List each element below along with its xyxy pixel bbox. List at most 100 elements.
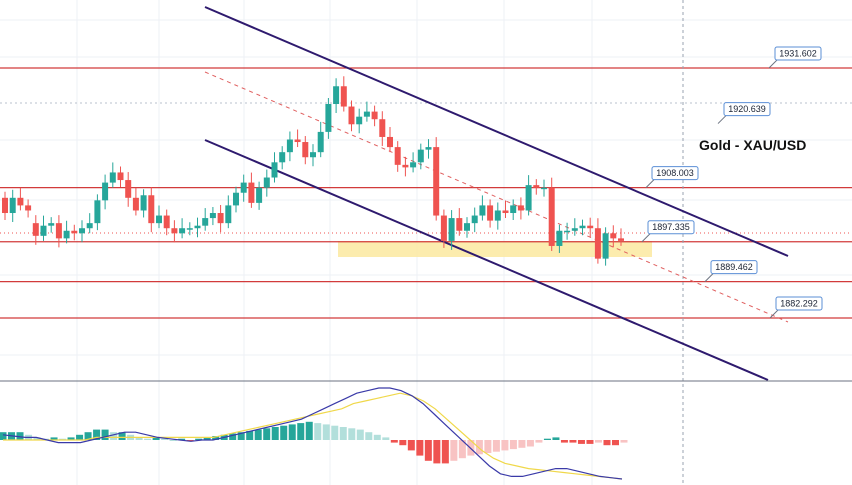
macd-histogram-bar-29	[246, 430, 254, 440]
candle-body-61	[471, 215, 478, 224]
candle-body-21	[163, 215, 170, 229]
macd-histogram-bar-31	[263, 428, 271, 440]
candle-body-60	[464, 223, 470, 231]
level-label-pointer-1931.602	[768, 59, 778, 69]
candle-body-76	[587, 225, 594, 229]
channel-lower-line[interactable]	[204, 139, 769, 381]
macd-histogram-bar-7	[59, 438, 67, 440]
candle-body-31	[240, 182, 247, 193]
candle-body-79	[610, 233, 617, 239]
level-label-pointer-1920.639	[717, 115, 727, 124]
candle-body-58	[448, 218, 455, 241]
macd-histogram-bar-68	[577, 440, 585, 444]
macd-histogram-bar-61	[518, 440, 526, 448]
candle-body-2	[17, 197, 24, 206]
macd-line	[2, 387, 623, 480]
macd-histogram-bar-70	[594, 440, 602, 443]
macd-histogram-bar-73	[620, 440, 628, 443]
candle-body-19	[148, 195, 155, 224]
candle-body-50	[387, 136, 393, 148]
macd-histogram-bar-16	[135, 437, 143, 440]
candle-body-44	[340, 86, 347, 107]
macd-histogram-bar-39	[331, 425, 339, 440]
channel-midline[interactable]	[204, 71, 789, 323]
macd-histogram-bar-2	[16, 432, 24, 440]
macd-histogram-bar-24	[203, 437, 211, 440]
level-labels: 1931.602 1920.639 1908.003 1897.335 1889.462…	[641, 46, 823, 319]
candle-body-11	[86, 223, 93, 229]
candle-body-62	[479, 205, 486, 216]
macd-histogram-bar-25	[212, 436, 220, 440]
macd-histogram-bar-60	[509, 440, 517, 450]
candle-body-28	[217, 213, 224, 224]
candle-body-36	[279, 152, 286, 163]
support-zone	[338, 241, 652, 257]
macd-histogram-bar-14	[118, 432, 126, 440]
candle-body-47	[363, 111, 370, 117]
candle-body-6	[48, 223, 55, 226]
candle-body-55	[425, 147, 432, 150]
candle-body-12	[94, 200, 101, 224]
macd-histogram-bar-66	[560, 440, 568, 443]
macd-histogram-bar-32	[271, 427, 279, 440]
macd-histogram-bar-56	[475, 440, 483, 455]
macd-histogram-bar-23	[195, 438, 203, 440]
macd-histogram-bar-42	[356, 429, 364, 440]
macd-histogram-bar-19	[161, 438, 169, 440]
candle-body-67	[517, 205, 524, 211]
level-label-1889.462: 1889.462	[715, 262, 753, 272]
candle-body-20	[156, 215, 162, 224]
candle-body-51	[394, 147, 401, 165]
candle-body-35	[271, 162, 278, 178]
macd-histogram-bar-28	[237, 432, 245, 440]
candle-body-64	[494, 210, 501, 221]
candle-body-9	[71, 230, 78, 234]
macd-histogram-bar-43	[365, 432, 373, 440]
macd-histogram-bar-65	[552, 437, 560, 440]
candle-body-27	[209, 213, 216, 219]
level-label-pointer-1908.003	[645, 179, 655, 188]
macd-histogram-bar-21	[178, 438, 186, 440]
candle-body-70	[541, 187, 547, 190]
macd-signal-line	[3, 392, 623, 480]
candle-body-63	[487, 205, 494, 221]
candle-body-23	[179, 228, 186, 234]
macd-histogram-bar-12	[101, 429, 109, 440]
candle-body-54	[417, 149, 424, 163]
candle-body-14	[109, 172, 116, 183]
macd-histogram-bar-40	[339, 427, 347, 440]
candle-body-68	[525, 185, 532, 211]
candle-body-32	[248, 182, 255, 203]
channel-upper-line[interactable]	[204, 6, 789, 257]
level-label-1931.602: 1931.602	[779, 49, 817, 59]
macd-histogram-bar-4	[33, 437, 41, 440]
macd-histogram-bar-34	[288, 424, 296, 440]
candle-body-45	[348, 106, 355, 125]
level-label-box-1897.335	[647, 220, 695, 235]
macd-histogram-bar-17	[144, 438, 152, 440]
macd-histogram-bar-57	[484, 440, 492, 453]
macd-histogram-bar-41	[348, 428, 356, 440]
candle-body-33	[256, 187, 263, 203]
macd-histogram-bar-27	[229, 433, 237, 440]
macd-histogram-bar-6	[50, 437, 58, 440]
macd-histogram-bar-71	[603, 440, 611, 446]
candle-body-18	[140, 195, 147, 211]
macd-histogram-bar-48	[407, 440, 415, 451]
macd-histogram-bar-58	[492, 440, 500, 452]
candle-body-13	[102, 182, 109, 201]
candle-body-24	[186, 228, 193, 230]
candle-body-29	[225, 205, 232, 224]
macd-histogram-bar-8	[67, 437, 75, 440]
level-label-box-1931.602	[774, 46, 822, 61]
candle-body-65	[502, 210, 509, 214]
candle-body-80	[618, 238, 624, 241]
candle-body-41	[317, 131, 324, 153]
candle-body-5	[40, 225, 47, 236]
candle-body-53	[410, 162, 417, 168]
macd-histogram-bar-30	[254, 429, 262, 440]
macd-histogram-bar-69	[586, 440, 594, 444]
level-label-1920.639: 1920.639	[728, 104, 766, 114]
level-label-1882.292: 1882.292	[780, 299, 818, 309]
